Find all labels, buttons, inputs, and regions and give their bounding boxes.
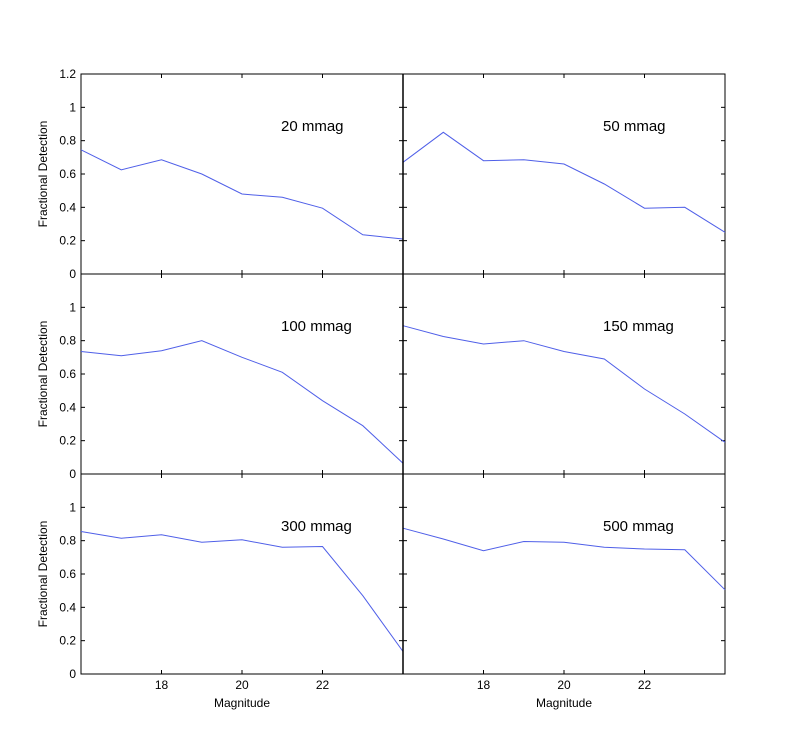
y-tick-label: 0.6 bbox=[59, 367, 76, 381]
y-axis-label: Fractional Detection bbox=[36, 521, 50, 628]
y-tick-label: 0.2 bbox=[59, 634, 76, 648]
y-tick-label: 0.4 bbox=[59, 600, 76, 614]
y-tick-label: 0 bbox=[69, 267, 76, 281]
y-axis-label: Fractional Detection bbox=[36, 321, 50, 428]
y-tick-label: 0.6 bbox=[59, 567, 76, 581]
panel-title: 50 mmag bbox=[603, 118, 666, 135]
y-tick-label: 0.8 bbox=[59, 334, 76, 348]
y-tick-label: 0.2 bbox=[59, 434, 76, 448]
y-tick-label: 0.8 bbox=[59, 534, 76, 548]
x-tick-label: 18 bbox=[477, 678, 491, 692]
x-axis-label: Magnitude bbox=[536, 696, 592, 710]
panel-frame bbox=[80, 273, 404, 475]
panel-title: 500 mmag bbox=[603, 518, 674, 535]
panel-frame bbox=[80, 73, 404, 275]
x-tick-label: 22 bbox=[316, 678, 330, 692]
panel-title: 300 mmag bbox=[281, 518, 352, 535]
y-tick-label: 0.6 bbox=[59, 167, 76, 181]
x-tick-label: 18 bbox=[155, 678, 169, 692]
series-line bbox=[80, 149, 404, 240]
panel-frame bbox=[80, 473, 404, 675]
y-tick-label: 1 bbox=[69, 100, 76, 114]
y-tick-label: 1 bbox=[69, 300, 76, 314]
series-line bbox=[402, 131, 726, 233]
y-axis-label: Fractional Detection bbox=[36, 121, 50, 228]
panel-frame bbox=[402, 273, 726, 475]
panel-title: 150 mmag bbox=[603, 318, 674, 335]
series-line bbox=[402, 325, 726, 443]
panel-frame bbox=[402, 73, 726, 275]
x-axis-label: Magnitude bbox=[214, 696, 270, 710]
series-line bbox=[402, 527, 726, 591]
panel-frame bbox=[402, 473, 726, 675]
panel-title: 100 mmag bbox=[281, 318, 352, 335]
x-tick-label: 20 bbox=[235, 678, 249, 692]
y-tick-label: 0 bbox=[69, 667, 76, 681]
y-tick-label: 1.2 bbox=[59, 67, 76, 81]
y-tick-label: 0.4 bbox=[59, 200, 76, 214]
y-tick-label: 0 bbox=[69, 467, 76, 481]
y-tick-label: 1 bbox=[69, 500, 76, 514]
panel-title: 20 mmag bbox=[281, 118, 344, 135]
y-tick-label: 0.4 bbox=[59, 400, 76, 414]
y-tick-label: 0.2 bbox=[59, 234, 76, 248]
series-line bbox=[80, 340, 404, 464]
x-tick-label: 22 bbox=[638, 678, 652, 692]
x-tick-label: 20 bbox=[557, 678, 571, 692]
y-tick-label: 0.8 bbox=[59, 134, 76, 148]
series-line bbox=[80, 531, 404, 652]
